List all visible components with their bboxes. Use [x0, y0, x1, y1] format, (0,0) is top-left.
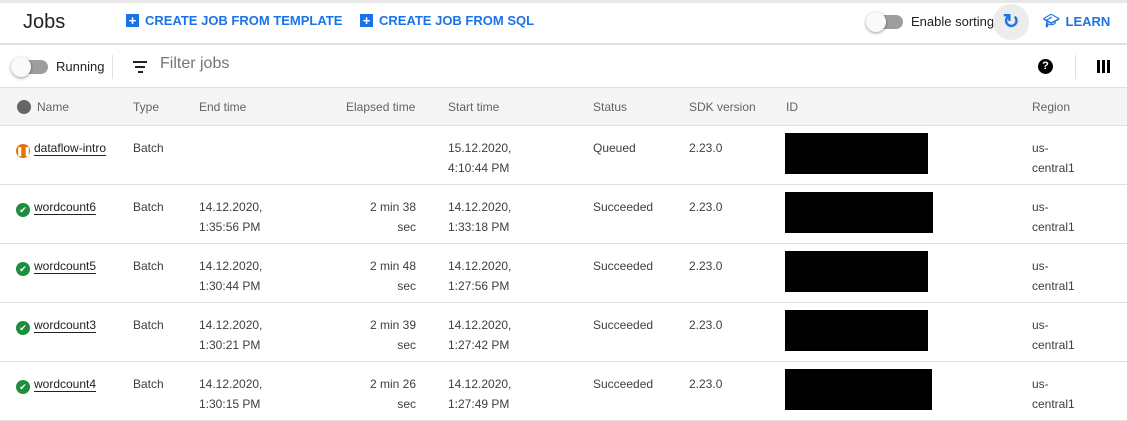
- sdk-version-cell: 2.23.0: [689, 141, 723, 155]
- job-name-link[interactable]: wordcount6: [34, 200, 97, 214]
- redacted-id: [785, 251, 928, 292]
- status-circle-icon: [17, 100, 31, 114]
- start-time-cell: 14.12.2020, 1:33:18 PM: [448, 200, 512, 234]
- type-cell: Batch: [133, 259, 164, 273]
- filter-icon[interactable]: [133, 61, 147, 76]
- redacted-id: [785, 310, 928, 351]
- elapsed-time-cell: 2 min 38 sec: [369, 200, 416, 234]
- start-time-cell: 14.12.2020, 1:27:42 PM: [448, 318, 512, 352]
- end-time-cell: 14.12.2020, 1:30:15 PM: [199, 377, 263, 411]
- type-cell: Batch: [133, 318, 164, 332]
- column-header-status: Status: [593, 100, 628, 114]
- help-icon[interactable]: ?: [1038, 59, 1053, 74]
- running-toggle[interactable]: [11, 57, 48, 77]
- column-header-sdk-version: SDK version: [689, 100, 756, 114]
- region-cell: us-central1: [1032, 200, 1075, 234]
- header: Jobs + CREATE JOB FROM TEMPLATE + CREATE J…: [0, 3, 1127, 45]
- check-icon: ✔: [16, 380, 30, 394]
- check-icon: ✔: [16, 203, 30, 217]
- sdk-version-cell: 2.23.0: [689, 377, 723, 391]
- divider: [1075, 55, 1076, 79]
- running-label: Running: [56, 59, 105, 74]
- toolbar: Running ?: [0, 45, 1127, 88]
- check-icon: ✔: [16, 262, 30, 276]
- redacted-id: [785, 133, 928, 174]
- end-time-cell: 14.12.2020, 1:30:44 PM: [199, 259, 263, 293]
- start-time-cell: 14.12.2020, 1:27:49 PM: [448, 377, 512, 411]
- enable-sorting-label: Enable sorting: [911, 14, 995, 29]
- elapsed-time-cell: 2 min 39 sec: [369, 318, 416, 352]
- region-cell: us-central1: [1032, 318, 1075, 352]
- check-icon: ✔: [16, 321, 30, 335]
- job-name-link[interactable]: wordcount3: [34, 318, 97, 332]
- top-divider: [0, 0, 1127, 3]
- job-name-cell: ✔ wordcount6: [16, 197, 116, 217]
- elapsed-time-cell: 2 min 48 sec: [369, 259, 416, 293]
- refresh-button[interactable]: ↻: [993, 4, 1029, 40]
- status-cell: Succeeded: [593, 259, 654, 273]
- type-cell: Batch: [133, 200, 164, 214]
- columns-icon[interactable]: [1097, 60, 1110, 73]
- table-row[interactable]: ❚❚ dataflow-intro Batch 15.12.2020, 4:10:…: [0, 126, 1127, 185]
- column-header-id: ID: [786, 100, 798, 114]
- redacted-id: [785, 192, 933, 233]
- column-header-start-time: Start time: [448, 100, 500, 114]
- enable-sorting-toggle[interactable]: [866, 12, 903, 32]
- start-time-cell: 15.12.2020, 4:10:44 PM: [448, 141, 512, 175]
- redacted-id: [785, 369, 932, 410]
- region-cell: us-central1: [1032, 141, 1075, 175]
- job-name-cell: ✔ wordcount4: [16, 374, 116, 394]
- status-cell: Succeeded: [593, 200, 654, 214]
- status-cell: Succeeded: [593, 318, 654, 332]
- button-label: CREATE JOB FROM TEMPLATE: [145, 13, 343, 28]
- end-time-cell: 14.12.2020, 1:30:21 PM: [199, 318, 263, 352]
- column-header-elapsed-time: Elapsed time: [346, 100, 416, 114]
- divider: [112, 55, 113, 79]
- learn-button[interactable]: 🎓︎ LEARN: [1043, 13, 1110, 29]
- status-cell: Succeeded: [593, 377, 654, 391]
- button-label: LEARN: [1065, 13, 1111, 29]
- plus-icon: +: [360, 14, 373, 27]
- job-name-link[interactable]: wordcount5: [34, 259, 97, 273]
- school-icon: 🎓︎: [1043, 13, 1060, 28]
- job-name-cell: ✔ wordcount3: [16, 315, 116, 335]
- table-row[interactable]: ✔ wordcount4 Batch 14.12.2020, 1:30:15 PM…: [0, 362, 1127, 421]
- column-header-region: Region: [1032, 100, 1071, 114]
- refresh-icon: ↻: [1002, 11, 1020, 33]
- pause-icon: ❚❚: [16, 144, 32, 158]
- table-row[interactable]: ✔ wordcount5 Batch 14.12.2020, 1:30:44 PM…: [0, 244, 1127, 303]
- end-time-cell: 14.12.2020, 1:35:56 PM: [199, 200, 263, 234]
- button-label: CREATE JOB FROM SQL: [379, 13, 535, 28]
- column-header-name: Name: [37, 100, 70, 114]
- sdk-version-cell: 2.23.0: [689, 318, 723, 332]
- type-cell: Batch: [133, 377, 164, 391]
- job-name-link[interactable]: dataflow-intro: [34, 141, 107, 155]
- table-row[interactable]: ✔ wordcount3 Batch 14.12.2020, 1:30:21 PM…: [0, 303, 1127, 362]
- create-job-from-sql-button[interactable]: + CREATE JOB FROM SQL: [360, 13, 534, 28]
- elapsed-time-cell: 2 min 26 sec: [369, 377, 416, 411]
- region-cell: us-central1: [1032, 259, 1075, 293]
- table-row[interactable]: ✔ wordcount6 Batch 14.12.2020, 1:35:56 PM…: [0, 185, 1127, 244]
- sdk-version-cell: 2.23.0: [689, 259, 723, 273]
- page-title: Jobs: [23, 11, 66, 33]
- region-cell: us-central1: [1032, 377, 1075, 411]
- filter-jobs-input[interactable]: [160, 55, 560, 73]
- column-header-type: Type: [133, 100, 160, 114]
- type-cell: Batch: [133, 141, 164, 155]
- status-cell: Queued: [593, 141, 636, 155]
- column-header-end-time: End time: [199, 100, 247, 114]
- job-name-cell: ✔ wordcount5: [16, 256, 116, 276]
- job-name-link[interactable]: wordcount4: [34, 377, 97, 391]
- create-job-from-template-button[interactable]: + CREATE JOB FROM TEMPLATE: [126, 13, 342, 28]
- start-time-cell: 14.12.2020, 1:27:56 PM: [448, 259, 512, 293]
- job-name-cell: ❚❚ dataflow-intro: [16, 138, 116, 158]
- plus-icon: +: [126, 14, 139, 27]
- sdk-version-cell: 2.23.0: [689, 200, 723, 214]
- table-header: Name Type End time Elapsed time Start ti…: [0, 88, 1127, 126]
